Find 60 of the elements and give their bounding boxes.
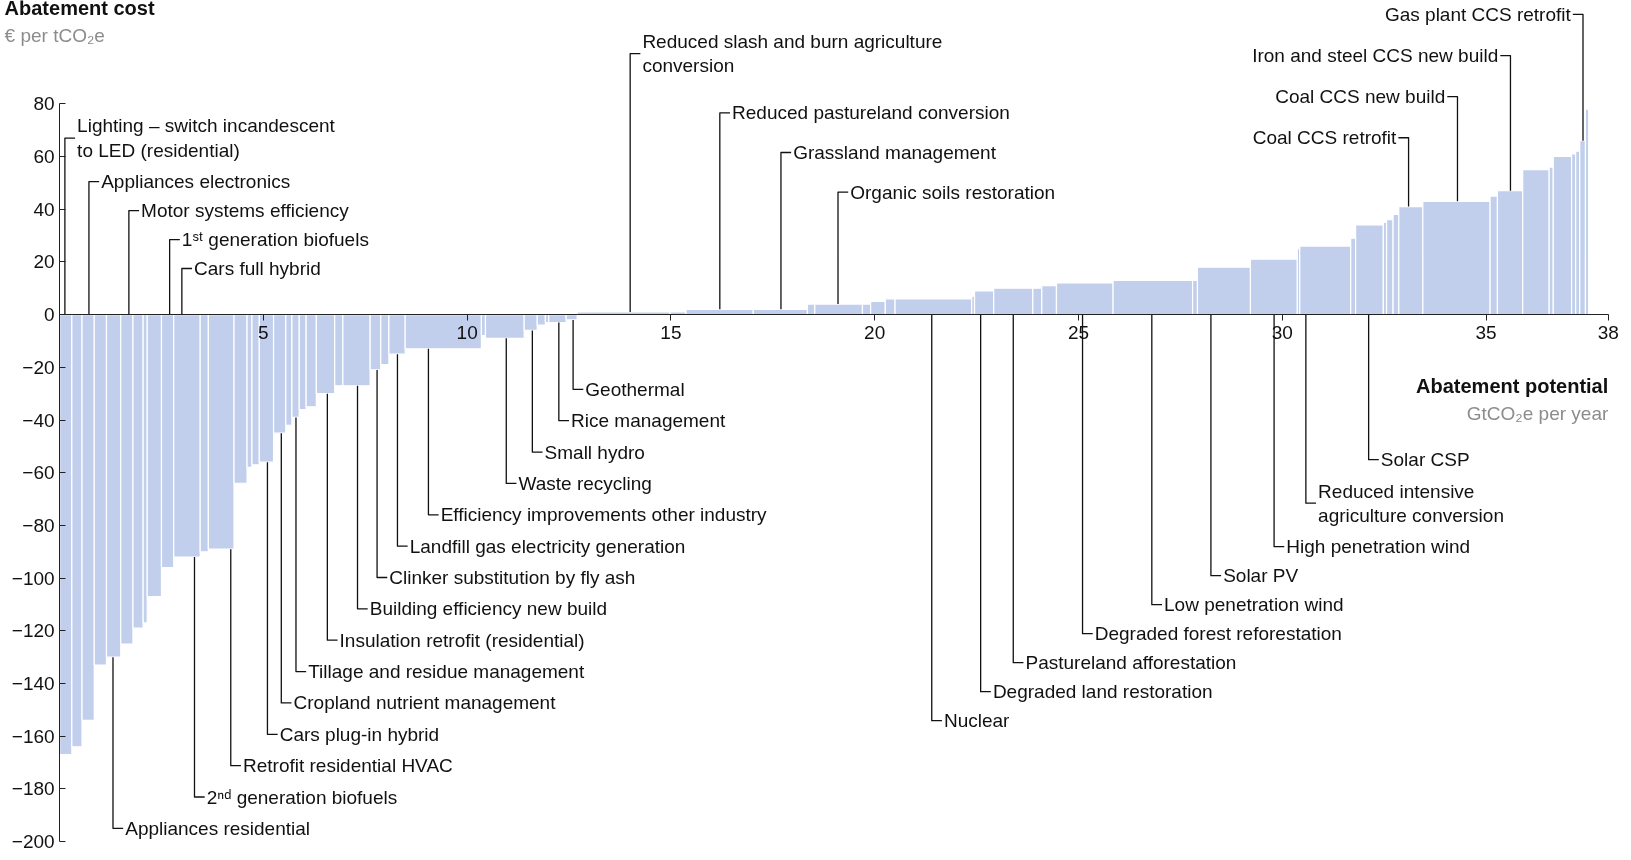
annotation: Geothermal [585, 378, 685, 400]
annotation: Retrofit residential HVAC [242, 755, 453, 777]
y-tick-label: −60 [22, 462, 55, 484]
annotation: 2ⁿᵈ generation biofuels [206, 786, 398, 808]
y-tick-label: −100 [11, 567, 55, 589]
annotation: Solar PV [1223, 565, 1299, 587]
annotation: Clinker substitution by fly ash [389, 567, 636, 588]
annotation: Coal CCS retrofit [1252, 127, 1398, 149]
annotation: Cars plug-in hybrid [279, 723, 440, 745]
y-tick-label: −180 [11, 778, 55, 800]
annotation: Motor systems efficiency [141, 200, 350, 222]
annotation: Nuclear [943, 710, 1011, 732]
y-tick-label: −20 [22, 356, 55, 378]
annotation: Reduced slash and burn agriculture conversion [642, 31, 943, 77]
x-tick-label: 5 [258, 321, 269, 343]
y-tick-label: 0 [44, 304, 55, 326]
annotation: Coal CCS new build [1275, 86, 1446, 108]
y-tick-label: −120 [11, 620, 55, 642]
annotation: Iron and steel CCS new build [1252, 45, 1499, 67]
annotation: Small hydro [544, 441, 645, 463]
annotation: Pastureland afforestation [1025, 652, 1237, 674]
annotation: Degraded land restoration [992, 681, 1213, 703]
x-tick-label: 15 [660, 321, 682, 343]
annotation: Cars full hybrid [194, 258, 321, 280]
x-tick-label: 35 [1475, 321, 1497, 343]
annotation: Cropland nutrient management [293, 692, 557, 714]
annotation: Appliances electronics [101, 171, 291, 193]
annotation: Grassland management [793, 142, 997, 163]
x-tick-label: 10 [456, 321, 478, 343]
annotation: Landfill gas electricity generation [409, 535, 686, 557]
annotation: Reduced pastureland conversion [732, 102, 1010, 124]
y-tick-label: 60 [33, 146, 55, 167]
annotation: Insulation retrofit (residential) [339, 629, 585, 651]
y-tick-label: 20 [33, 251, 55, 273]
x-tick-label: 20 [864, 321, 886, 343]
annotation: Lighting – switch incandescent to LED (residential) [77, 115, 336, 161]
annotation: Building efficiency new build [369, 598, 608, 620]
annotation: Appliances residential [125, 817, 311, 839]
annotation: Solar CSP [1380, 449, 1470, 471]
annotation: Efficiency improvements other industry [440, 504, 768, 526]
y-tick-label: −200 [11, 831, 55, 853]
annotation: Organic soils restoration [850, 181, 1056, 203]
y-tick-label: −40 [22, 409, 55, 431]
annotation: 1ˢᵗ generation biofuels [181, 229, 369, 251]
annotation: Gas plant CCS retrofit [1384, 3, 1572, 25]
y-tick-label: 80 [33, 93, 55, 115]
annotation: Waste recycling [518, 472, 652, 494]
x-axis-title: Abatement potential GtCO₂e per year [1416, 375, 1609, 424]
y-tick-label: −160 [11, 725, 55, 747]
y-tick-label: −140 [11, 673, 55, 695]
annotation: Low penetration wind [1164, 594, 1344, 616]
y-tick-label: 40 [33, 198, 55, 220]
y-tick-label: −80 [22, 514, 55, 536]
y-axis-title: Abatement cost € per tCO₂e [4, 0, 155, 46]
annotation: Rice management [571, 410, 726, 432]
annotation: Reduced intensive agriculture conversion [1318, 480, 1504, 526]
annotation: Tillage and residue management [308, 661, 585, 683]
annotation: High penetration wind [1286, 536, 1471, 558]
x-tick-label: 38 [1597, 321, 1619, 343]
annotation: Degraded forest reforestation [1094, 623, 1342, 645]
